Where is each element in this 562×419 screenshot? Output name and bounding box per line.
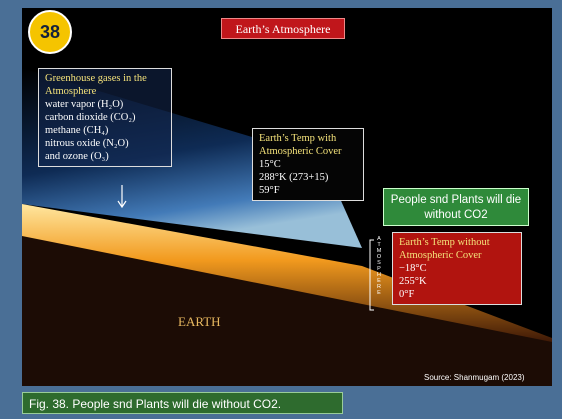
- temperature-line: 255°K: [399, 275, 515, 288]
- greenhouse-item: methane (CH₄): [45, 124, 165, 137]
- without-cover-box: Earth’s Temp without Atmospheric Cover −…: [392, 232, 522, 305]
- with-cover-box: Earth’s Temp with Atmospheric Cover 15°C…: [252, 128, 364, 201]
- greenhouse-item: water vapor (H₂O): [45, 98, 165, 111]
- greenhouse-box: Greenhouse gases in the Atmosphere water…: [38, 68, 172, 167]
- atmosphere-label: ATMOSPHERE: [376, 236, 382, 310]
- warning-box: People snd Plants will die without CO2: [383, 188, 529, 226]
- greenhouse-list: water vapor (H₂O)carbon dioxide (CO₂)met…: [45, 98, 165, 163]
- source: Source: Shanmugam (2023): [424, 373, 525, 382]
- greenhouse-heading: Greenhouse gases in the Atmosphere: [45, 72, 165, 98]
- page: 38 Earth’s Atmosphere Greenhouse gases i…: [0, 0, 562, 419]
- temperature-line: 288°K (273+15): [259, 171, 357, 184]
- caption: Fig. 38. People snd Plants will die with…: [22, 392, 343, 414]
- temperature-line: 15°C: [259, 158, 357, 171]
- temperature-line: 0°F: [399, 288, 515, 301]
- temperature-line: −18°C: [399, 262, 515, 275]
- earth-label: EARTH: [178, 314, 221, 330]
- greenhouse-item: carbon dioxide (CO₂): [45, 111, 165, 124]
- greenhouse-item: and ozone (O₃): [45, 150, 165, 163]
- slide-number: 38: [28, 10, 72, 54]
- greenhouse-item: nitrous oxide (N₂O): [45, 137, 165, 150]
- without-cover-heading: Earth’s Temp without Atmospheric Cover: [399, 236, 515, 262]
- with-cover-heading: Earth’s Temp with Atmospheric Cover: [259, 132, 357, 158]
- slide-title: Earth’s Atmosphere: [221, 18, 345, 39]
- temperature-line: 59°F: [259, 184, 357, 197]
